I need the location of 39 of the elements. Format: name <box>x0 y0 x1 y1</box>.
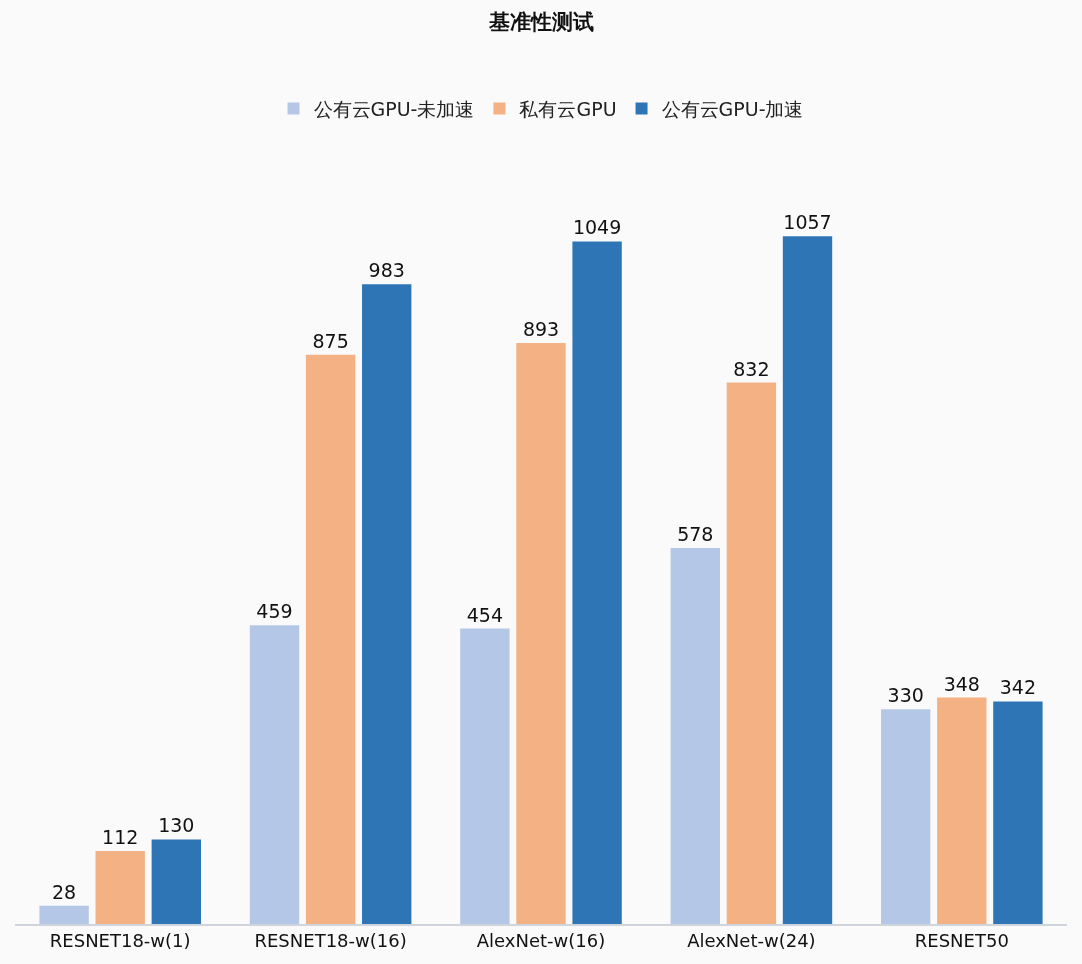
bar <box>460 628 510 924</box>
data-label: 28 <box>52 880 77 903</box>
bar <box>249 625 300 924</box>
legend-label: 公有云GPU-未加速 <box>313 97 475 120</box>
x-tick-label: AlexNet-w(16) <box>476 930 606 952</box>
data-label: 983 <box>368 259 405 282</box>
bar <box>39 905 89 924</box>
data-label: 875 <box>312 329 349 352</box>
data-label: 578 <box>677 522 714 545</box>
bar <box>95 851 145 924</box>
x-tick-label: RESNET50 <box>914 930 1009 952</box>
data-label: 342 <box>999 676 1037 699</box>
bar <box>782 236 833 924</box>
bar <box>881 709 931 924</box>
bar <box>993 701 1043 924</box>
bar <box>670 547 720 924</box>
bar <box>305 354 356 924</box>
bar <box>937 697 987 924</box>
data-label: 112 <box>102 826 139 849</box>
data-label: 1057 <box>783 211 832 234</box>
x-tick-label: AlexNet-w(24) <box>687 930 816 952</box>
bar <box>151 839 201 924</box>
bar <box>516 342 566 924</box>
data-label: 893 <box>522 317 560 340</box>
bar <box>362 284 412 924</box>
data-label: 348 <box>943 672 980 695</box>
legend-label: 公有云GPU-加速 <box>661 97 804 120</box>
x-tick-label: RESNET18-w(1) <box>49 930 191 952</box>
chart-title: 基准性测试 <box>487 10 594 35</box>
data-label: 459 <box>256 600 293 623</box>
legend-label: 私有云GPU <box>519 97 617 120</box>
data-label: 832 <box>733 357 770 380</box>
data-label: 330 <box>887 684 924 707</box>
data-label: 1049 <box>572 216 622 239</box>
data-label: 130 <box>158 814 195 837</box>
x-tick-label: RESNET18-w(16) <box>254 930 407 952</box>
data-label: 454 <box>466 603 504 626</box>
bar <box>726 382 777 924</box>
bar <box>572 241 622 924</box>
